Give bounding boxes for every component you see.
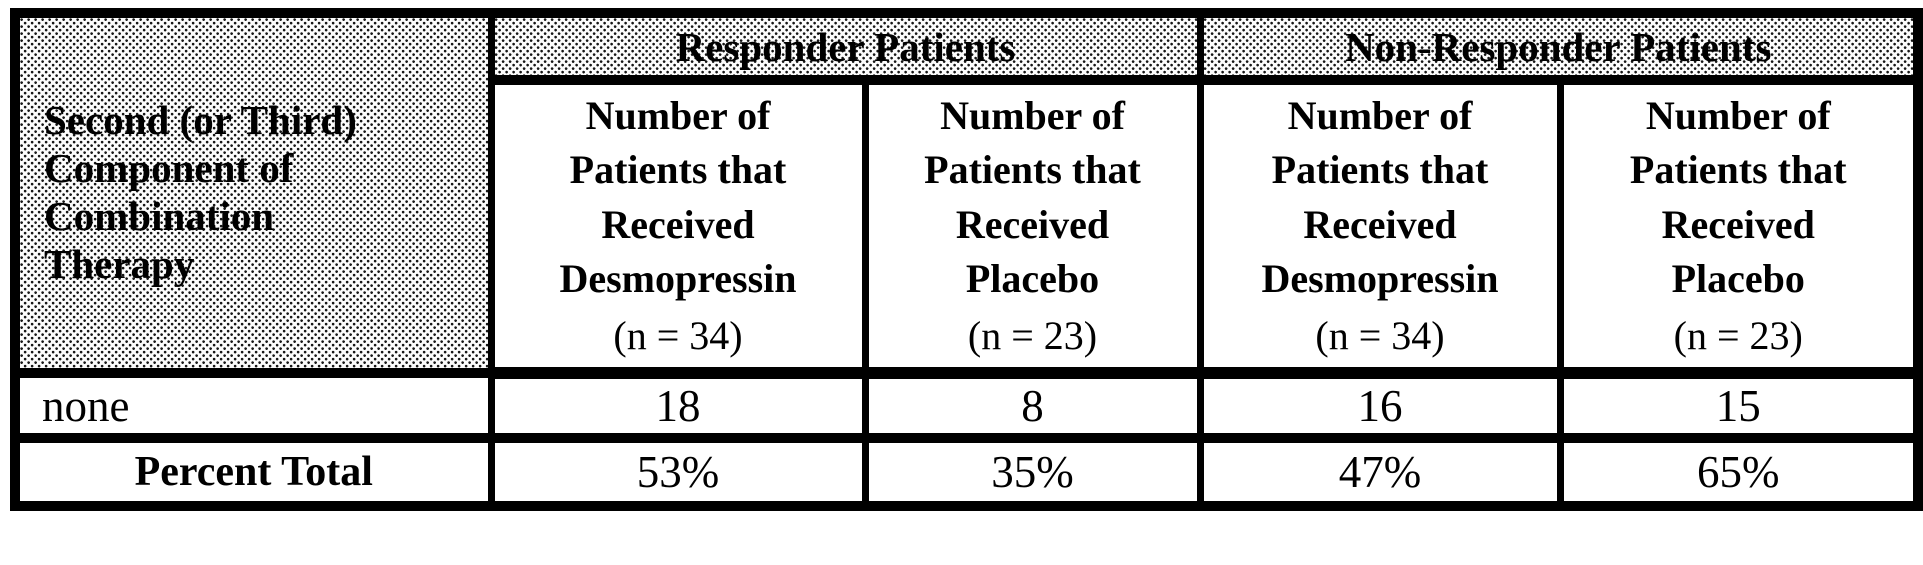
col-header-responder-desmopressin: Number of Patients that Received Desmopr… bbox=[487, 75, 869, 379]
col-header-title: Number of Patients that Received Placebo bbox=[924, 93, 1141, 302]
col-header-title: Number of Patients that Received Desmopr… bbox=[559, 93, 797, 302]
group-header-responder-label: Responder Patients bbox=[675, 23, 1016, 70]
row-label-none: none bbox=[11, 368, 495, 443]
data-cell-none-responder-placebo: 8 bbox=[861, 368, 1204, 443]
col-header-responder-placebo: Number of Patients that Received Placebo… bbox=[861, 75, 1204, 379]
group-header-non-responder-label: Non-Responder Patients bbox=[1345, 23, 1772, 70]
row-label-none-text: none bbox=[42, 380, 130, 431]
data-cell-percent-responder-placebo: 35% bbox=[861, 433, 1204, 511]
data-cell-none-non-responder-placebo: 15 bbox=[1556, 368, 1922, 443]
stub-header-label: Second (or Third) Component of Combinati… bbox=[44, 97, 357, 287]
data-cell-none-responder-desmopressin: 18 bbox=[487, 368, 869, 443]
col-header-n-count: (n = 23) bbox=[967, 312, 1098, 358]
col-header-title: Number of Patients that Received Placebo bbox=[1629, 93, 1847, 302]
stub-header-cell: Second (or Third) Component of Combinati… bbox=[11, 8, 495, 378]
data-cell-percent-non-responder-placebo: 65% bbox=[1556, 433, 1922, 511]
table-row-percent-total: Percent Total 53% 35% 47% 65% bbox=[11, 433, 1922, 511]
data-cell-percent-non-responder-desmopressin: 47% bbox=[1196, 433, 1564, 511]
col-header-n-count: (n = 23) bbox=[1673, 312, 1803, 358]
col-header-non-responder-placebo: Number of Patients that Received Placebo… bbox=[1556, 75, 1922, 379]
col-header-title: Number of Patients that Received Desmopr… bbox=[1261, 93, 1499, 302]
row-label-percent-total-text: Percent Total bbox=[134, 449, 373, 495]
col-header-non-responder-desmopressin: Number of Patients that Received Desmopr… bbox=[1196, 75, 1564, 379]
combination-therapy-table: Second (or Third) Component of Combinati… bbox=[10, 8, 1923, 511]
data-cell-none-non-responder-desmopressin: 16 bbox=[1196, 368, 1564, 443]
group-header-non-responder: Non-Responder Patients bbox=[1196, 8, 1922, 85]
column-header-row: Number of Patients that Received Desmopr… bbox=[15, 75, 1922, 379]
group-header-row: Second (or Third) Component of Combinati… bbox=[11, 8, 1922, 378]
col-header-n-count: (n = 34) bbox=[1315, 312, 1445, 358]
row-label-percent-total: Percent Total bbox=[11, 433, 495, 511]
group-header-responder: Responder Patients bbox=[487, 8, 1204, 85]
table-row-none: none 18 8 16 15 bbox=[11, 368, 1922, 443]
col-header-n-count: (n = 34) bbox=[613, 312, 743, 358]
data-cell-percent-responder-desmopressin: 53% bbox=[487, 433, 869, 511]
